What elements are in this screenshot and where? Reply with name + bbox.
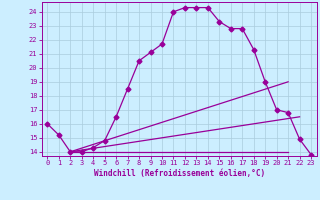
X-axis label: Windchill (Refroidissement éolien,°C): Windchill (Refroidissement éolien,°C) [94,169,265,178]
